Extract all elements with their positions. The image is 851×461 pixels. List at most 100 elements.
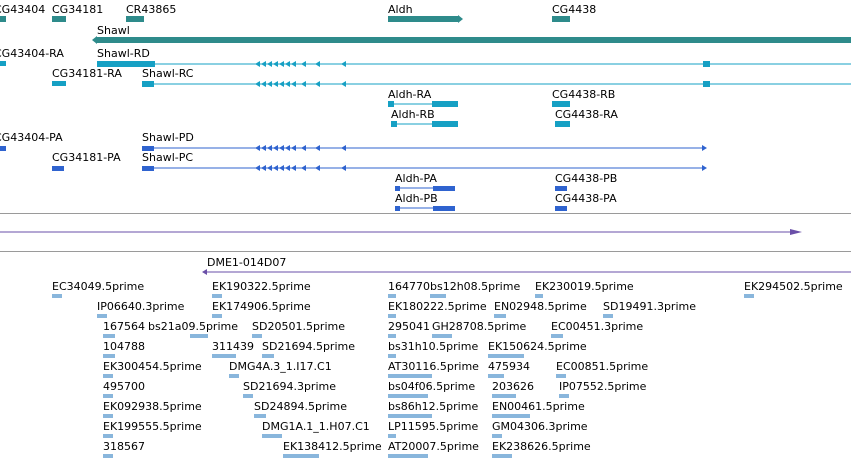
- est-feature[interactable]: [52, 294, 62, 298]
- est-label[interactable]: SD20501.5prime: [252, 320, 345, 333]
- est-label[interactable]: EK300454.5prime: [103, 360, 202, 373]
- est-feature[interactable]: [551, 334, 563, 338]
- est-label[interactable]: EK238626.5prime: [492, 440, 591, 453]
- est-label[interactable]: EC00851.5prime: [556, 360, 648, 373]
- est-feature[interactable]: [262, 434, 282, 438]
- est-label[interactable]: 495700: [103, 380, 145, 393]
- est-label[interactable]: EK180222.5prime: [388, 300, 487, 313]
- est-label[interactable]: bs12h08.5prime: [430, 280, 520, 293]
- est-feature[interactable]: [488, 374, 504, 378]
- gene-feature[interactable]: [0, 16, 6, 22]
- protein-label[interactable]: CG4438-PA: [555, 192, 617, 205]
- est-feature[interactable]: [103, 354, 115, 358]
- gene-feature[interactable]: [388, 16, 458, 22]
- est-feature[interactable]: [494, 314, 506, 318]
- est-label[interactable]: EK092938.5prime: [103, 400, 202, 413]
- est-feature[interactable]: [559, 394, 569, 398]
- est-label[interactable]: EK174906.5prime: [212, 300, 311, 313]
- est-feature[interactable]: [262, 354, 274, 358]
- protein-label[interactable]: CG34181-PA: [52, 151, 121, 164]
- est-label[interactable]: EN00461.5prime: [492, 400, 585, 413]
- transcript-label[interactable]: CG43404-RA: [0, 47, 64, 60]
- est-feature[interactable]: [744, 294, 754, 298]
- est-label[interactable]: 164770: [388, 280, 430, 293]
- est-label[interactable]: AT30116.5prime: [388, 360, 479, 373]
- est-label[interactable]: SD21694.3prime: [243, 380, 336, 393]
- transcript-label[interactable]: Shawl-RC: [142, 67, 194, 80]
- est-label[interactable]: 104788: [103, 340, 145, 353]
- est-label[interactable]: SD24894.5prime: [254, 400, 347, 413]
- est-feature[interactable]: [212, 294, 222, 298]
- est-feature[interactable]: [492, 414, 530, 418]
- est-label[interactable]: EC00451.3prime: [551, 320, 643, 333]
- est-label[interactable]: 203626: [492, 380, 534, 393]
- est-feature[interactable]: [388, 414, 432, 418]
- est-feature[interactable]: [212, 354, 236, 358]
- est-feature[interactable]: [492, 454, 512, 458]
- transcript-label[interactable]: Shawl-RD: [97, 47, 150, 60]
- est-feature[interactable]: [388, 434, 396, 438]
- est-feature[interactable]: [252, 334, 262, 338]
- est-label[interactable]: 311439: [212, 340, 254, 353]
- est-feature[interactable]: [97, 314, 107, 318]
- est-label[interactable]: SD21694.5prime: [262, 340, 355, 353]
- est-feature[interactable]: [229, 374, 239, 378]
- gene-label[interactable]: CR43865: [126, 3, 176, 16]
- gene-label[interactable]: Shawl: [97, 24, 130, 37]
- est-label[interactable]: EK199555.5prime: [103, 420, 202, 433]
- est-feature[interactable]: [103, 394, 113, 398]
- est-label[interactable]: 475934: [488, 360, 530, 373]
- est-label[interactable]: SD19491.3prime: [603, 300, 696, 313]
- est-label[interactable]: EK230019.5prime: [535, 280, 634, 293]
- est-feature[interactable]: [388, 374, 432, 378]
- est-feature[interactable]: [388, 334, 396, 338]
- est-label[interactable]: IP06640.3prime: [97, 300, 185, 313]
- est-feature[interactable]: [388, 294, 396, 298]
- est-feature[interactable]: [388, 354, 396, 358]
- est-feature[interactable]: [254, 414, 266, 418]
- gene-label[interactable]: CG34181: [52, 3, 103, 16]
- est-label[interactable]: 295041: [388, 320, 430, 333]
- est-label[interactable]: LP11595.5prime: [388, 420, 479, 433]
- transcript-label[interactable]: CG4438-RB: [552, 88, 615, 101]
- est-label[interactable]: EK150624.5prime: [488, 340, 587, 353]
- est-feature[interactable]: [103, 374, 113, 378]
- est-label[interactable]: GM04306.3prime: [492, 420, 588, 433]
- gene-feature[interactable]: [52, 16, 66, 22]
- est-feature[interactable]: [388, 454, 428, 458]
- protein-label[interactable]: Aldh-PA: [395, 172, 437, 185]
- est-feature[interactable]: [535, 294, 543, 298]
- est-feature[interactable]: [103, 334, 115, 338]
- est-label[interactable]: EK190322.5prime: [212, 280, 311, 293]
- est-feature[interactable]: [430, 294, 446, 298]
- gene-label[interactable]: CG43404: [0, 3, 45, 16]
- est-label[interactable]: bs31h10.5prime: [388, 340, 478, 353]
- est-label[interactable]: DMG4A.3_1.I17.C1: [229, 360, 332, 373]
- transcript-label[interactable]: Aldh-RB: [391, 108, 435, 121]
- protein-label[interactable]: Shawl-PC: [142, 151, 193, 164]
- est-feature[interactable]: [388, 314, 396, 318]
- est-feature[interactable]: [190, 334, 208, 338]
- est-feature[interactable]: [556, 374, 566, 378]
- est-label[interactable]: bs21a09.5prime: [148, 320, 238, 333]
- gene-feature[interactable]: [126, 16, 144, 22]
- est-label[interactable]: bs86h12.5prime: [388, 400, 478, 413]
- est-feature[interactable]: [488, 354, 524, 358]
- est-label[interactable]: EC34049.5prime: [52, 280, 144, 293]
- est-label[interactable]: IP07552.5prime: [559, 380, 647, 393]
- gene-label[interactable]: CG4438: [552, 3, 596, 16]
- est-feature[interactable]: [283, 454, 319, 458]
- est-feature[interactable]: [243, 394, 253, 398]
- gene-label[interactable]: Aldh: [388, 3, 413, 16]
- est-feature[interactable]: [103, 434, 113, 438]
- est-feature[interactable]: [212, 314, 222, 318]
- transcript-label[interactable]: CG4438-RA: [555, 108, 618, 121]
- est-feature[interactable]: [388, 394, 428, 398]
- est-feature[interactable]: [103, 454, 113, 458]
- protein-label[interactable]: CG43404-PA: [0, 131, 63, 144]
- est-feature[interactable]: [492, 394, 516, 398]
- est-label[interactable]: AT20007.5prime: [388, 440, 479, 453]
- est-label[interactable]: GH28708.5prime: [432, 320, 527, 333]
- est-feature[interactable]: [492, 434, 502, 438]
